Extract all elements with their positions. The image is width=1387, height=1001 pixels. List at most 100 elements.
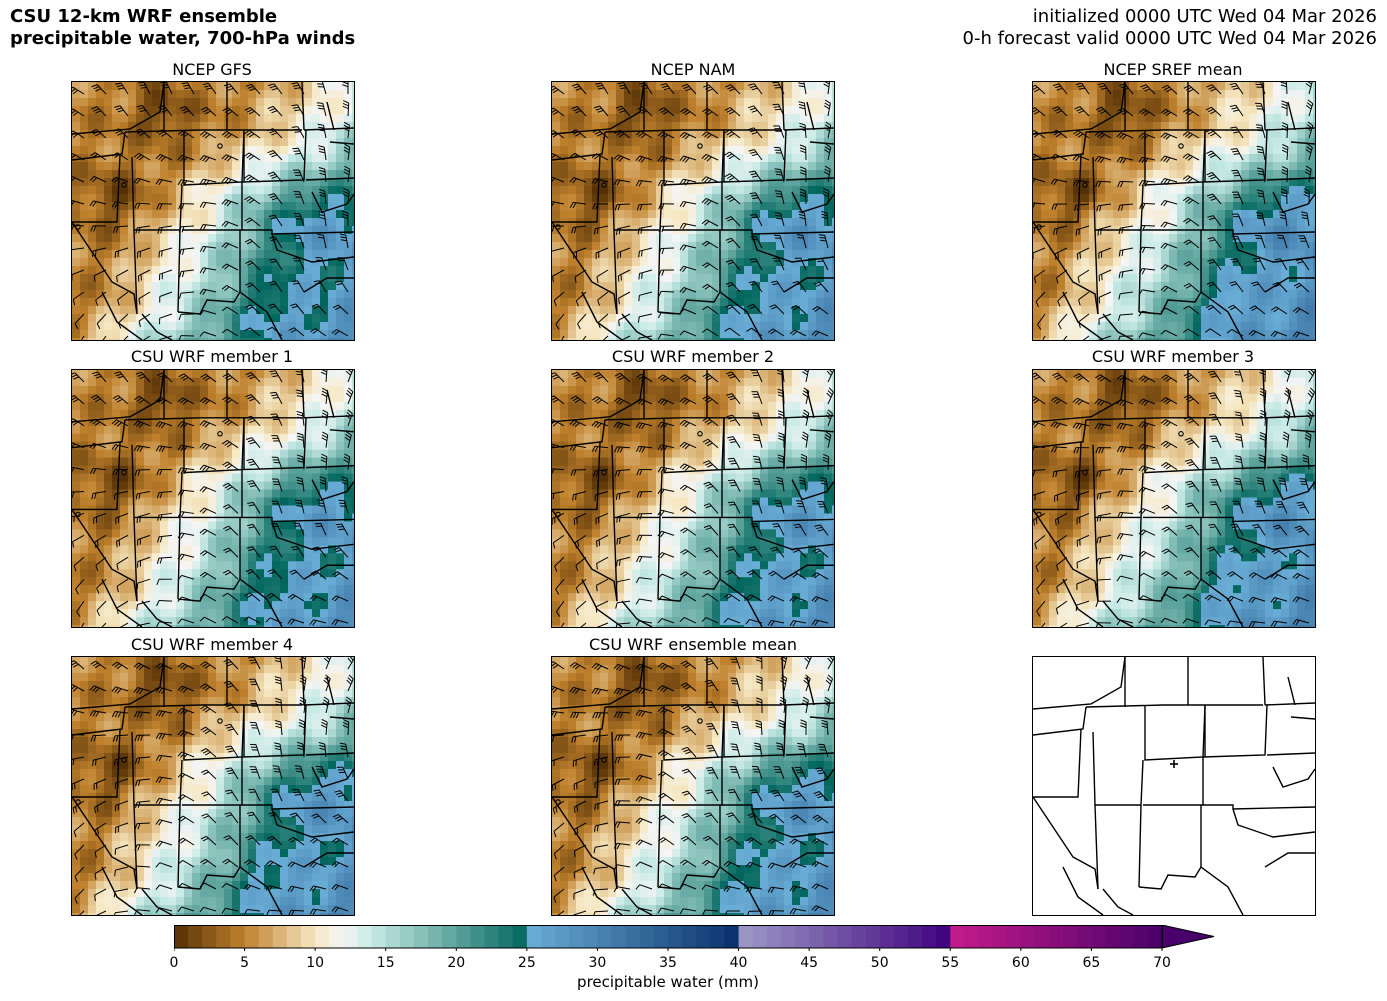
state-borders <box>1033 370 1315 627</box>
colorbar-cell <box>668 925 683 948</box>
colorbar-tick-label: 55 <box>941 955 960 971</box>
pw-field <box>552 657 834 915</box>
wind-barbs <box>552 370 834 627</box>
colorbar-tick-label: 10 <box>306 955 325 971</box>
pw-field <box>1033 370 1315 627</box>
colorbar-cell <box>710 925 726 948</box>
colorbar-title: precipitable water (mm) <box>577 973 759 991</box>
colorbar-cell <box>498 925 514 948</box>
colorbar-tick-label: 5 <box>240 955 250 971</box>
colorbar-tick-label: 40 <box>729 955 748 971</box>
colorbar-cell <box>724 925 740 948</box>
colorbar-cell <box>1133 925 1149 948</box>
colorbar-cell <box>1147 925 1163 948</box>
colorbar-cell <box>936 925 951 948</box>
panel-title-8: CSU WRF ensemble mean <box>588 635 798 654</box>
colorbar-cell <box>526 925 542 948</box>
colorbar-cell <box>696 925 711 948</box>
colorbar-cell <box>484 925 500 948</box>
map-panel-member-1 <box>71 369 355 628</box>
wind-barbs <box>1033 82 1314 340</box>
colorbar-cell <box>555 925 570 948</box>
map-canvas <box>72 370 354 627</box>
colorbar-tick-label: 65 <box>1082 955 1101 971</box>
map-canvas <box>1033 657 1315 915</box>
colorbar-tick-label: 70 <box>1153 955 1171 971</box>
colorbar-cell <box>540 925 556 948</box>
calm-wind-circles <box>555 431 703 518</box>
colorbar-cell <box>1077 925 1093 948</box>
wind-barbs <box>552 82 832 340</box>
map-panel-sref <box>1032 81 1316 341</box>
panel-title-2: NCEP NAM <box>650 60 736 79</box>
colorbar-cell <box>893 925 909 948</box>
colorbar-cell <box>1105 925 1121 948</box>
colorbar-cell <box>188 925 203 948</box>
colorbar-cell <box>653 925 669 948</box>
colorbar-tick-label: 60 <box>1011 955 1030 971</box>
map-panel-member-4 <box>71 656 355 916</box>
colorbar-cell <box>272 925 288 948</box>
map-canvas <box>72 657 354 915</box>
colorbar-tick-label: 30 <box>588 955 607 971</box>
colorbar-cell <box>639 925 655 948</box>
map-panel-member-3 <box>1032 369 1316 628</box>
colorbar-cell <box>1091 925 1107 948</box>
colorbar-cell <box>851 925 867 948</box>
map-canvas <box>1033 370 1315 627</box>
state-borders <box>72 657 354 915</box>
wind-barbs <box>72 82 351 340</box>
colorbar-cell <box>202 925 217 948</box>
colorbar-cell <box>456 925 471 948</box>
location-marker <box>1170 760 1178 768</box>
colorbar-cell <box>174 925 189 948</box>
colorbar-tick-label: 0 <box>169 955 179 971</box>
colorbar-cell <box>625 925 641 948</box>
colorbar-cell <box>611 925 627 948</box>
state-borders <box>552 657 834 915</box>
colorbar-cell <box>865 925 881 948</box>
colorbar-cell <box>766 925 782 948</box>
colorbar-cell <box>964 925 980 948</box>
title-line-1: CSU 12-km WRF ensemble <box>10 6 278 27</box>
map-canvas <box>72 82 354 340</box>
calm-wind-circles <box>555 718 703 805</box>
calm-wind-circles <box>75 431 223 518</box>
panel-title-6: CSU WRF member 3 <box>1091 347 1255 366</box>
state-borders <box>552 82 834 340</box>
colorbar-cell <box>922 925 937 948</box>
calm-wind-circles <box>555 143 703 230</box>
colorbar-cell <box>442 925 457 948</box>
colorbar-cell <box>470 925 486 948</box>
colorbar-cell <box>244 925 260 948</box>
pw-field <box>72 82 354 340</box>
colorbar-tick-label: 20 <box>447 955 466 971</box>
init-time: initialized 0000 UTC Wed 04 Mar 2026 <box>1032 6 1377 27</box>
colorbar-cell <box>512 925 528 948</box>
map-canvas <box>552 370 834 627</box>
colorbar-cell <box>780 925 796 948</box>
colorbar-tick-label: 15 <box>376 955 395 971</box>
panel-title-5: CSU WRF member 2 <box>611 347 775 366</box>
colorbar-tick-label: 35 <box>659 955 677 971</box>
colorbar-cell <box>357 925 373 948</box>
wind-barbs <box>72 370 354 627</box>
colorbar-cell <box>286 925 302 948</box>
colorbar-cell <box>428 925 443 948</box>
colorbar-cell <box>738 925 754 948</box>
figure-title: CSU 12-km WRF ensemble precipitable wate… <box>10 6 355 50</box>
map-canvas <box>552 657 834 915</box>
colorbar-cell <box>907 925 923 948</box>
wind-barbs <box>1033 370 1315 627</box>
colorbar-cell <box>950 925 965 948</box>
colorbar-cell <box>752 925 768 948</box>
colorbar-extend-arrow <box>1161 925 1215 949</box>
calm-wind-circles <box>75 143 223 230</box>
pw-field <box>552 370 834 627</box>
colorbar-cell <box>343 925 359 948</box>
colorbar-cell <box>795 925 810 948</box>
map-panel-gfs <box>71 81 355 341</box>
wind-barbs <box>552 657 834 915</box>
colorbar-cell <box>413 925 429 948</box>
colorbar-cell <box>385 925 401 948</box>
